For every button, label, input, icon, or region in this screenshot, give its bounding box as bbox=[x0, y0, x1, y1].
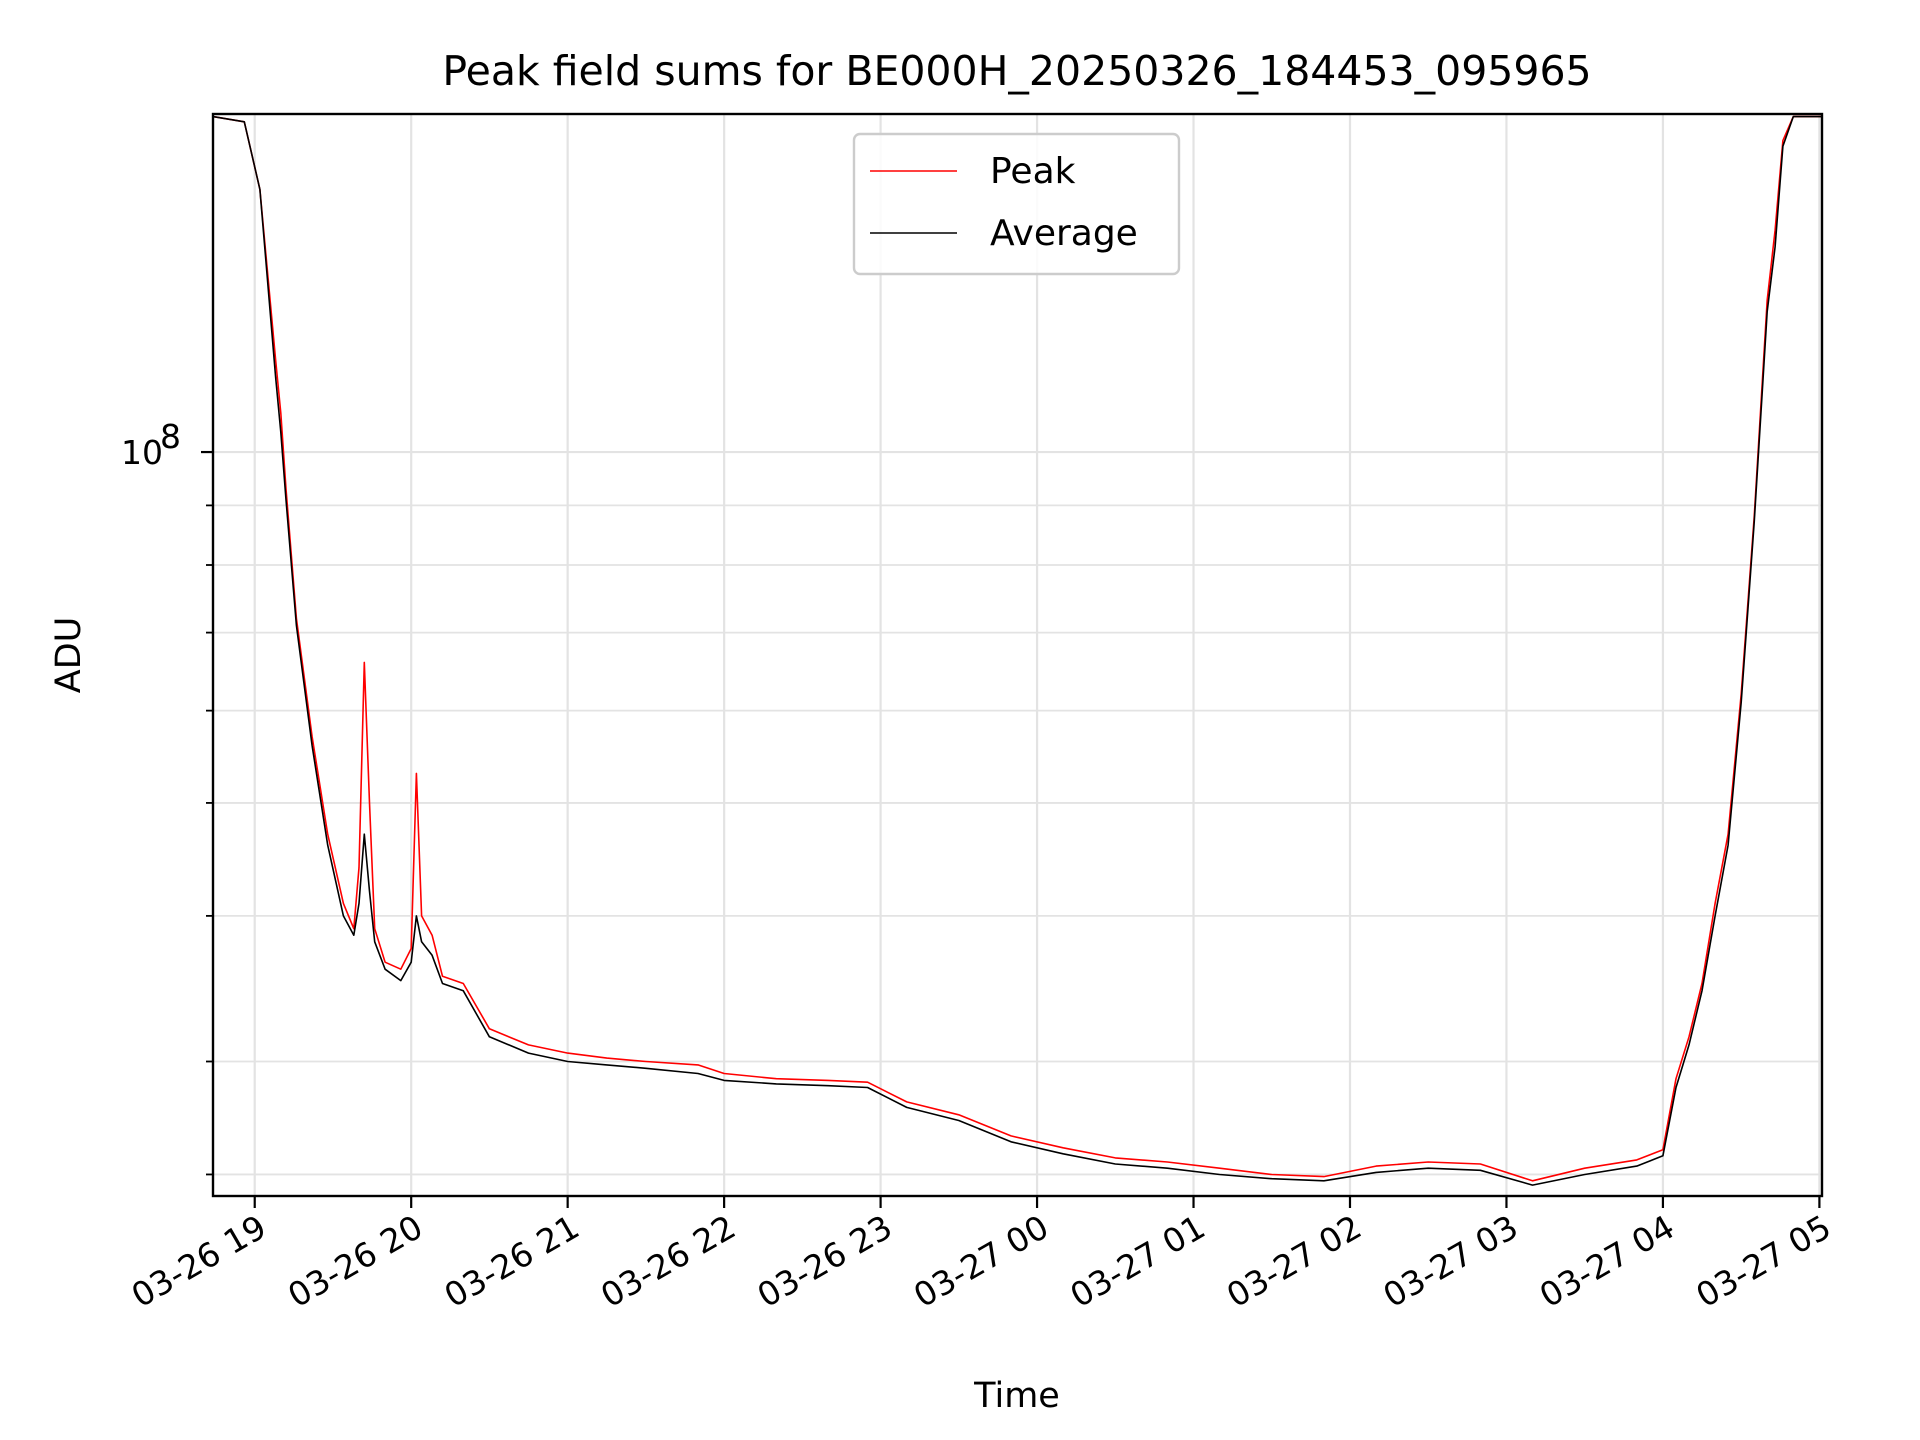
series-line-peak bbox=[212, 115, 1822, 1182]
grid bbox=[213, 114, 1822, 1196]
legend-box bbox=[852, 132, 1181, 276]
series-line-average bbox=[212, 115, 1822, 1186]
legend-label-average: Average bbox=[990, 213, 1138, 254]
chart-title: Peak field sums for BE000H_20250326_1844… bbox=[442, 47, 1591, 95]
y-tick-label-exponent: 8 bbox=[160, 417, 181, 456]
y-tick-label: 10 bbox=[121, 433, 163, 472]
y-axis-label: ADU bbox=[49, 617, 89, 694]
legend-label-peak: Peak bbox=[990, 151, 1076, 192]
y-axis: 108 bbox=[121, 417, 213, 1176]
x-axis-label: Time bbox=[973, 1376, 1060, 1416]
plot-frame bbox=[211, 112, 1824, 1198]
legend: Peak Average bbox=[852, 132, 1181, 276]
series-layer bbox=[212, 115, 1822, 1186]
